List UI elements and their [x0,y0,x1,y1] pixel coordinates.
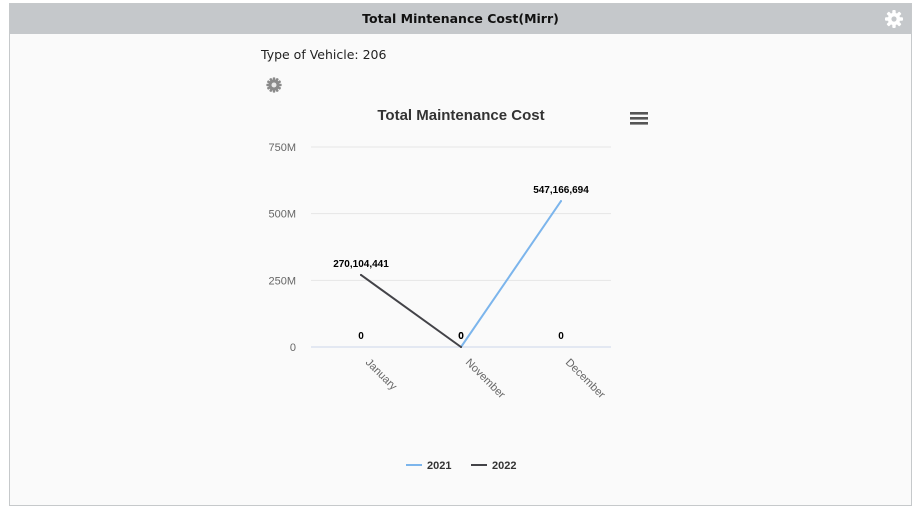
chart-panel: Total Mintenance Cost(Mirr) Type of Vehi… [9,3,912,506]
legend[interactable]: 2021 2022 [406,460,516,472]
series-line-2021 [460,200,562,348]
y-tick-label: 750M [268,142,296,154]
legend-label: 2022 [492,460,516,472]
data-point [460,346,462,348]
chart-title: Total Maintenance Cost [377,107,544,124]
chart-settings-gear-icon[interactable] [265,76,283,94]
gear-icon[interactable] [884,9,904,29]
panel-title: Total Mintenance Cost(Mirr) [362,11,559,26]
x-tick-label: November [463,357,508,402]
line-chart: Total Maintenance Cost 0 250M 500M 750M Jan… [268,107,648,472]
legend-item-2021[interactable]: 2021 [406,460,451,472]
y-tick-label: 250M [268,275,296,287]
data-label: 0 [558,331,564,342]
data-label: 0 [358,331,364,342]
series-line-2022 [360,273,462,348]
series-lines [360,200,562,348]
hamburger-menu-icon[interactable] [630,112,648,125]
data-label: 270,104,441 [333,259,389,270]
x-tick-label: January [363,357,400,394]
data-label: 547,166,694 [533,185,589,196]
panel-header: Total Mintenance Cost(Mirr) [10,4,911,34]
legend-label: 2021 [427,460,451,472]
y-tick-label: 0 [290,342,296,354]
x-tick-label: December [563,357,608,402]
data-label: 0 [458,331,464,342]
vehicle-type-label: Type of Vehicle: 206 [261,47,387,62]
data-point [560,200,562,203]
grid-lines [311,146,611,348]
y-axis: 0 250M 500M 750M [268,142,296,354]
x-axis: January November December [363,357,608,402]
data-label: 0 [458,331,464,342]
legend-item-2022[interactable]: 2022 [471,460,516,472]
y-tick-label: 500M [268,209,296,221]
data-point [360,273,362,276]
